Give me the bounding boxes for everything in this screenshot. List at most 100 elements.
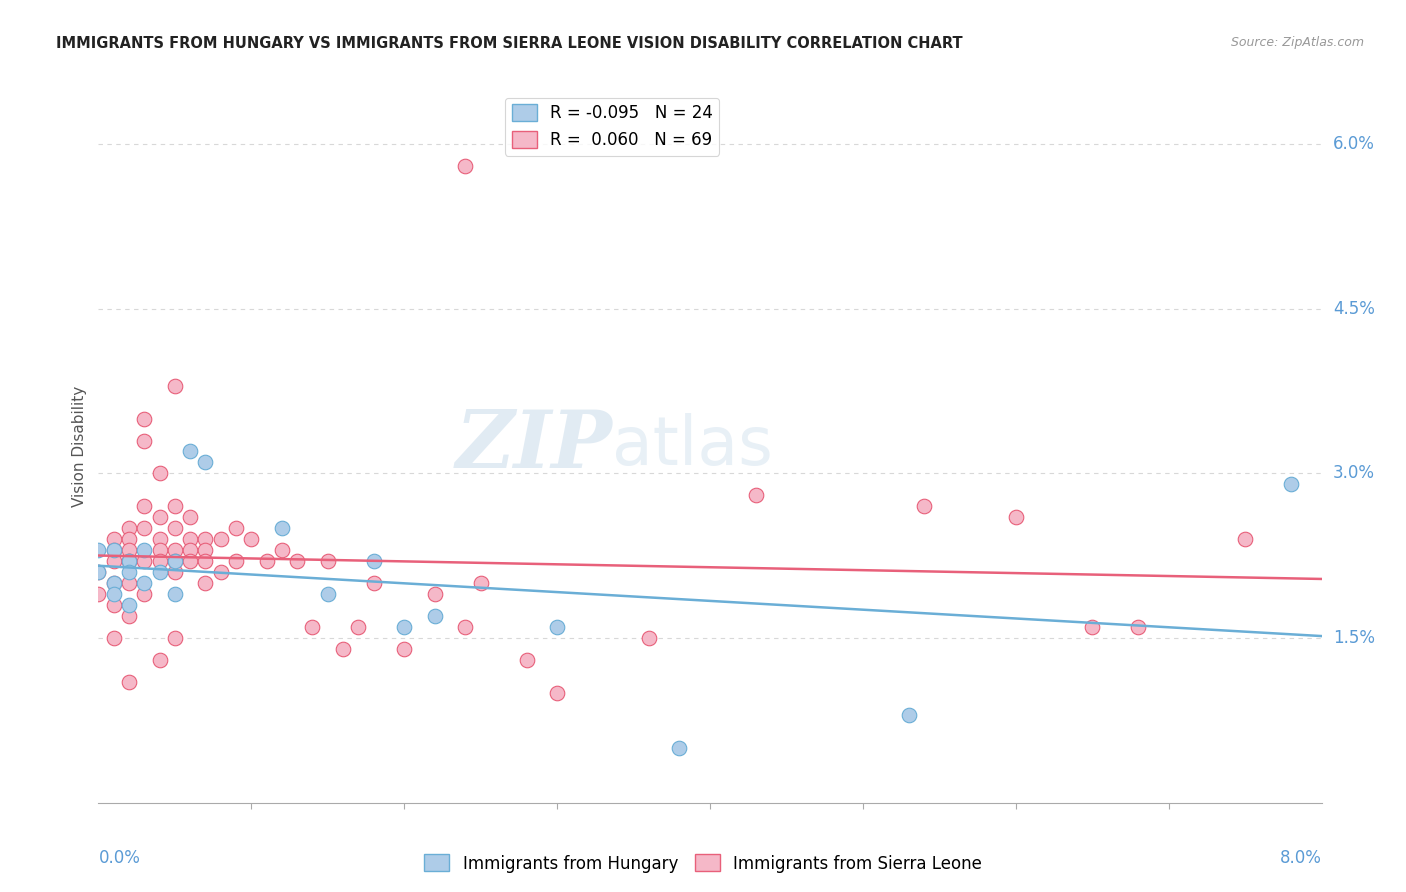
- Text: ZIP: ZIP: [456, 408, 612, 484]
- Point: [454, 620, 477, 634]
- Point: [179, 444, 201, 458]
- Point: [163, 500, 186, 514]
- Point: [103, 576, 125, 591]
- Point: [194, 554, 217, 568]
- Point: [363, 554, 385, 568]
- Point: [103, 598, 125, 612]
- Point: [285, 554, 308, 568]
- Point: [118, 521, 141, 535]
- Point: [134, 554, 156, 568]
- Point: [912, 500, 935, 514]
- Point: [118, 675, 141, 690]
- Point: [240, 533, 263, 547]
- Point: [134, 576, 156, 591]
- Point: [392, 642, 416, 657]
- Point: [149, 533, 172, 547]
- Point: [134, 521, 156, 535]
- Text: 4.5%: 4.5%: [1333, 300, 1375, 318]
- Point: [118, 554, 141, 568]
- Point: [149, 467, 172, 481]
- Text: 1.5%: 1.5%: [1333, 629, 1375, 647]
- Point: [179, 554, 201, 568]
- Point: [118, 598, 141, 612]
- Point: [118, 576, 141, 591]
- Point: [194, 576, 217, 591]
- Point: [149, 554, 172, 568]
- Point: [103, 587, 125, 601]
- Point: [103, 554, 125, 568]
- Point: [1081, 620, 1104, 634]
- Point: [134, 543, 156, 558]
- Point: [87, 543, 110, 558]
- Point: [270, 543, 294, 558]
- Point: [87, 566, 110, 580]
- Text: 8.0%: 8.0%: [1279, 849, 1322, 867]
- Point: [163, 566, 186, 580]
- Point: [1234, 533, 1257, 547]
- Point: [87, 587, 110, 601]
- Point: [149, 543, 172, 558]
- Point: [87, 566, 110, 580]
- Text: IMMIGRANTS FROM HUNGARY VS IMMIGRANTS FROM SIERRA LEONE VISION DISABILITY CORREL: IMMIGRANTS FROM HUNGARY VS IMMIGRANTS FR…: [56, 36, 963, 51]
- Text: 3.0%: 3.0%: [1333, 465, 1375, 483]
- Point: [470, 576, 492, 591]
- Point: [225, 521, 247, 535]
- Point: [516, 653, 538, 667]
- Point: [103, 543, 125, 558]
- Text: Source: ZipAtlas.com: Source: ZipAtlas.com: [1230, 36, 1364, 49]
- Point: [134, 587, 156, 601]
- Point: [1004, 510, 1026, 524]
- Point: [163, 631, 186, 645]
- Point: [225, 554, 247, 568]
- Text: 0.0%: 0.0%: [98, 849, 141, 867]
- Point: [546, 620, 568, 634]
- Point: [668, 740, 690, 755]
- Point: [316, 554, 339, 568]
- Point: [897, 708, 920, 723]
- Point: [118, 533, 141, 547]
- Point: [179, 533, 201, 547]
- Point: [194, 543, 217, 558]
- Point: [103, 576, 125, 591]
- Text: atlas: atlas: [612, 413, 773, 479]
- Point: [256, 554, 278, 568]
- Y-axis label: Vision Disability: Vision Disability: [72, 385, 87, 507]
- Point: [134, 500, 156, 514]
- Point: [149, 510, 172, 524]
- Point: [103, 543, 125, 558]
- Point: [103, 533, 125, 547]
- Point: [149, 566, 172, 580]
- Point: [270, 521, 294, 535]
- Point: [1128, 620, 1150, 634]
- Point: [179, 543, 201, 558]
- Point: [163, 554, 186, 568]
- Point: [209, 566, 232, 580]
- Point: [163, 521, 186, 535]
- Point: [745, 488, 768, 502]
- Point: [118, 543, 141, 558]
- Point: [454, 159, 477, 173]
- Point: [637, 631, 661, 645]
- Point: [163, 378, 186, 392]
- Point: [194, 455, 217, 469]
- Point: [1279, 477, 1302, 491]
- Text: 6.0%: 6.0%: [1333, 135, 1375, 153]
- Point: [134, 434, 156, 448]
- Point: [316, 587, 339, 601]
- Point: [179, 510, 201, 524]
- Point: [392, 620, 416, 634]
- Point: [546, 686, 568, 700]
- Point: [423, 587, 446, 601]
- Point: [163, 543, 186, 558]
- Point: [103, 631, 125, 645]
- Point: [209, 533, 232, 547]
- Legend: R = -0.095   N = 24, R =  0.060   N = 69: R = -0.095 N = 24, R = 0.060 N = 69: [505, 97, 720, 155]
- Point: [118, 554, 141, 568]
- Point: [423, 609, 446, 624]
- Point: [332, 642, 354, 657]
- Legend: Immigrants from Hungary, Immigrants from Sierra Leone: Immigrants from Hungary, Immigrants from…: [418, 847, 988, 880]
- Point: [149, 653, 172, 667]
- Point: [301, 620, 323, 634]
- Point: [194, 533, 217, 547]
- Point: [134, 411, 156, 425]
